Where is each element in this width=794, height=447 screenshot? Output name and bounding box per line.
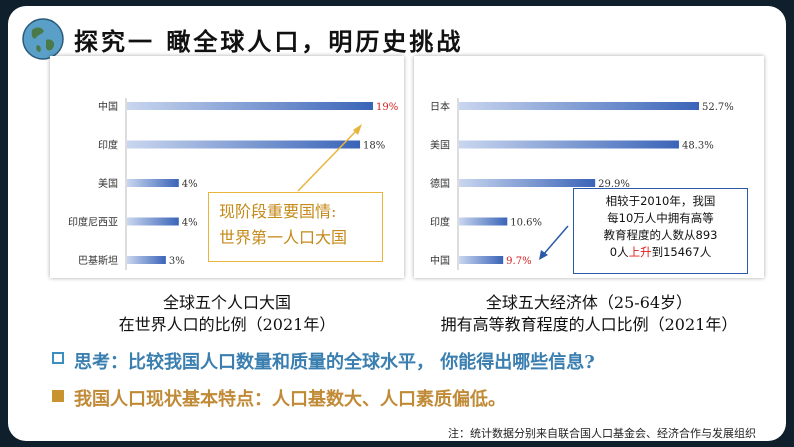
data-label: 10.6% — [510, 218, 542, 229]
page-title: 探究一 瞰全球人口，明历史挑战 — [74, 27, 464, 56]
data-label: 18% — [363, 141, 385, 152]
population-chart-caption: 全球五个人口大国 在世界人口的比例（2021年） — [50, 292, 404, 336]
callout-arrow — [297, 128, 359, 192]
category-tick-label: 巴基斯坦 — [78, 254, 118, 267]
checkbox-square-icon — [52, 352, 64, 364]
data-label: 19% — [376, 102, 398, 113]
caption-line: 在世界人口的比例（2021年） — [118, 315, 336, 334]
bar — [127, 217, 179, 226]
caption-line: 全球五个人口大国 — [162, 293, 291, 312]
data-label: 4% — [182, 179, 198, 190]
education-chart-caption: 全球五大经济体（25-64岁） 拥有高等教育程度的人口比例（2021年） — [408, 292, 770, 336]
category-tick-label: 印度尼西亚 — [68, 216, 118, 229]
highlight-text: 上升 — [628, 245, 652, 259]
callout-text: 0人 — [609, 245, 629, 259]
bar — [127, 140, 361, 149]
bar — [127, 256, 166, 264]
bar — [459, 256, 504, 264]
category-tick-label: 美国 — [430, 139, 450, 152]
bar — [459, 140, 679, 149]
globe-icon — [22, 18, 64, 60]
callout-line: 相较于2010年，我国 — [605, 194, 716, 208]
callout-text: 到15467人 — [651, 245, 712, 259]
category-tick-label: 中国 — [98, 100, 118, 113]
arrow-head-icon — [539, 250, 548, 260]
arrow-head-icon — [353, 124, 362, 135]
slide: 探究一 瞰全球人口，明历史挑战 中国 19% 印度 18% 美国 4% 印度尼西亚 4% 巴基斯… — [8, 6, 786, 441]
population-feature: 我国人口现状基本特点：人口基数大、人口素质偏低。 — [74, 385, 506, 411]
data-label: 3% — [169, 256, 185, 267]
category-tick-label: 中国 — [430, 254, 450, 267]
bar — [459, 217, 508, 226]
callout-line: 0人上升到15467人 — [580, 244, 741, 261]
population-bar-chart: 中国 19% 印度 18% 美国 4% 印度尼西亚 4% 巴基斯坦 3% — [68, 98, 398, 270]
callout-line: 世界第一人口大国 — [219, 228, 348, 247]
category-tick-label: 日本 — [430, 100, 450, 113]
category-tick-label: 德国 — [430, 177, 450, 190]
caption-line: 拥有高等教育程度的人口比例（2021年） — [440, 315, 738, 334]
national-condition-callout: 现阶段重要国情: 世界第一人口大国 — [208, 192, 383, 262]
callout-line: 教育程度的人数从893 — [603, 228, 718, 242]
category-tick-label: 印度 — [98, 139, 118, 152]
caption-line: 全球五大经济体（25-64岁） — [485, 293, 693, 312]
think-text: 思考：比较我国人口数量和质量的全球水平， 你能得出哪些信息? — [74, 352, 595, 373]
data-label: 48.3% — [682, 141, 714, 152]
bar — [127, 102, 373, 110]
bar — [127, 179, 179, 187]
category-tick-label: 印度 — [430, 216, 450, 229]
education-growth-callout: 相较于2010年，我国 每10万人中拥有高等 教育程度的人数从893 0人上升到… — [573, 188, 748, 274]
think-question: 思考：比较我国人口数量和质量的全球水平， 你能得出哪些信息? — [74, 348, 595, 374]
source-note: 注：统计数据分别来自联合国人口基金会、经济合作与发展组织 — [448, 427, 756, 440]
feature-text: 我国人口现状基本特点：人口基数大、人口素质偏低。 — [74, 389, 506, 410]
callout-arrows — [297, 124, 569, 260]
data-label: 29.9% — [598, 179, 630, 190]
callout-line: 每10万人中拥有高等 — [607, 211, 714, 225]
education-bar-chart: 日本 52.7% 美国 48.3% 德国 29.9% 印度 10.6% 中国 9.7% — [430, 98, 734, 270]
callout-arrow — [542, 225, 569, 256]
data-label: 52.7% — [702, 102, 734, 113]
bar — [459, 179, 596, 187]
callout-line: 现阶段重要国情: — [219, 202, 337, 221]
filled-square-icon — [52, 390, 64, 402]
bar — [459, 102, 699, 110]
data-label: 9.7% — [506, 256, 531, 267]
category-tick-label: 美国 — [98, 177, 118, 190]
data-label: 4% — [182, 218, 198, 229]
